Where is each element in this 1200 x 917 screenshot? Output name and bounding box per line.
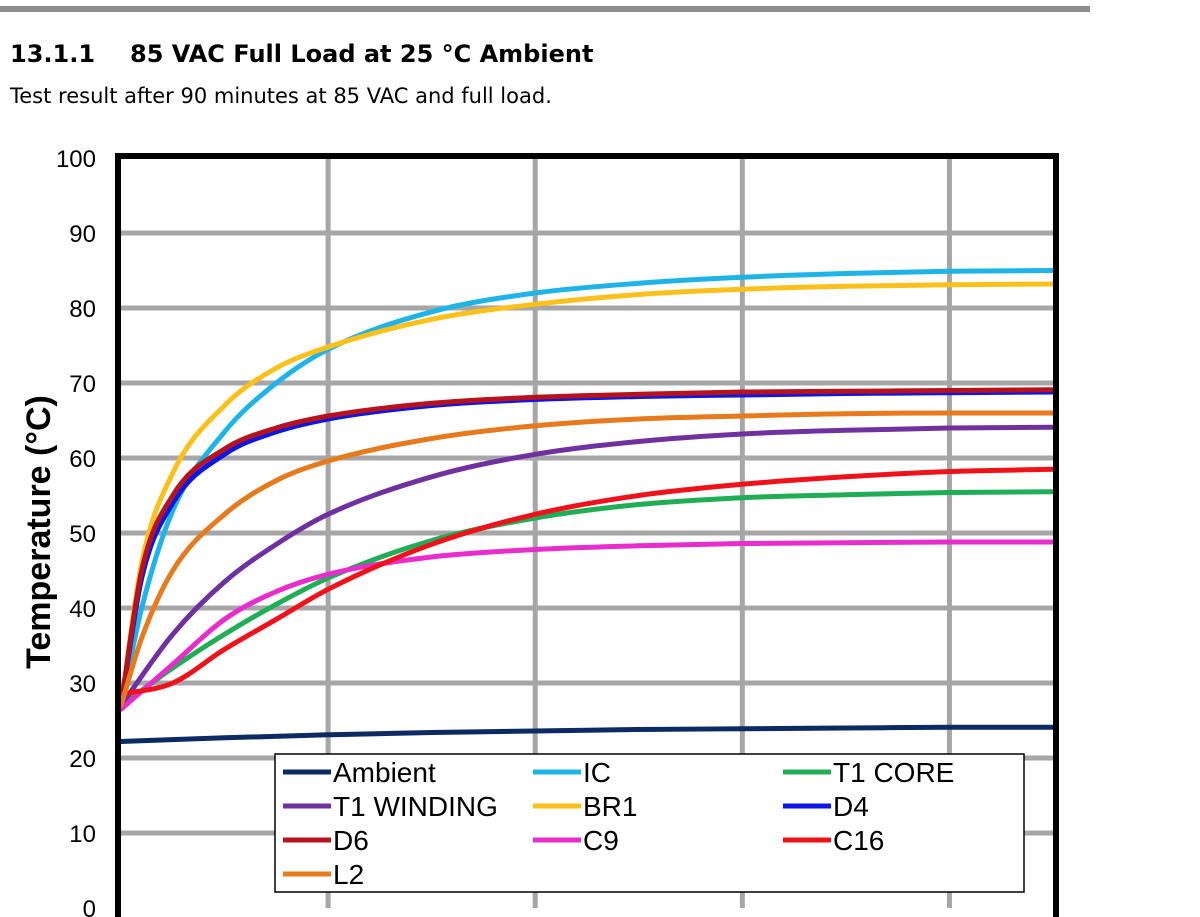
y-tick-label: 10 [69, 821, 96, 848]
series-line-c9 [118, 539, 1056, 712]
legend-label-c16: C16 [833, 825, 884, 856]
y-tick-label: 70 [69, 371, 96, 398]
section-number: 13.1.1 [10, 40, 96, 68]
section-heading: 13.1.1 85 VAC Full Load at 25 °C Ambient [10, 40, 593, 68]
y-tick-label: 80 [69, 296, 96, 323]
legend-label-t1-core: T1 CORE [833, 757, 954, 788]
series-line-ic [118, 268, 1056, 708]
legend-label-c9: C9 [583, 825, 619, 856]
y-tick-label: 40 [69, 596, 96, 623]
y-tick-label: 100 [56, 146, 96, 173]
top-rule [0, 6, 1090, 12]
series-line-br1 [118, 281, 1056, 708]
series-line-ambient [118, 724, 1056, 744]
series-line-t1-winding [118, 424, 1056, 708]
y-tick-label: 0 [83, 896, 96, 917]
series-line-l2 [118, 410, 1056, 708]
y-tick-label: 50 [69, 521, 96, 548]
legend-box [274, 753, 1025, 893]
series-line-t1-core [118, 489, 1056, 708]
legend-label-t1-winding: T1 WINDING [333, 791, 498, 822]
plot-frame [115, 153, 1059, 917]
section-title: 85 VAC Full Load at 25 °C Ambient [130, 40, 594, 68]
legend-label-d4: D4 [833, 791, 869, 822]
section-description: Test result after 90 minutes at 85 VAC a… [10, 84, 552, 108]
legend-label-ambient: Ambient [333, 757, 436, 788]
y-tick-labels: 0 10 20 30 40 50 60 70 80 90 100 [56, 146, 96, 917]
y-tick-label: 20 [69, 746, 96, 773]
legend-label-br1: BR1 [583, 791, 637, 822]
legend: Ambient IC T1 CORE T1 WINDING BR1 D4 D6 C9 C16 L2 [274, 753, 1025, 893]
y-tick-label: 60 [69, 446, 96, 473]
series-layer [118, 268, 1056, 744]
legend-label-d6: D6 [333, 825, 369, 856]
legend-label-l2: L2 [333, 859, 364, 890]
series-line-c16 [118, 466, 1056, 697]
y-tick-label: 90 [69, 221, 96, 248]
y-tick-label: 30 [69, 671, 96, 698]
series-line-d6 [118, 387, 1056, 708]
legend-label-ic: IC [583, 757, 611, 788]
y-axis-label: Temperature (°C) [20, 395, 58, 669]
